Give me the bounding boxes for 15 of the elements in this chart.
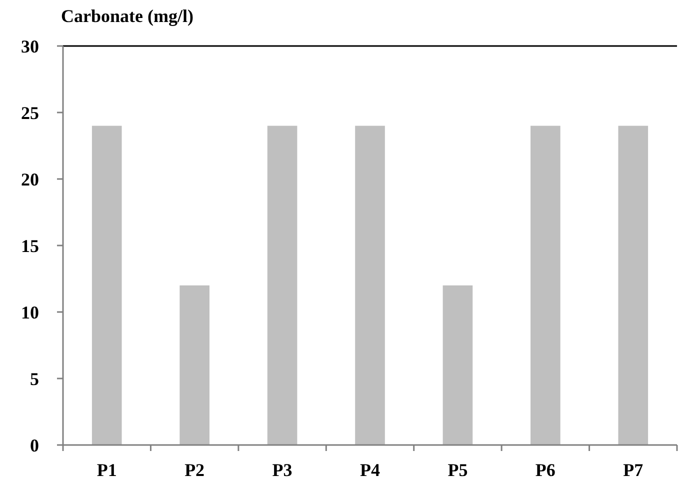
x-tick-label: P6 bbox=[535, 460, 556, 480]
y-tick-label: 15 bbox=[21, 236, 39, 256]
x-tick-label: P5 bbox=[448, 460, 468, 480]
y-tick-label: 10 bbox=[21, 302, 39, 322]
y-tick-label: 20 bbox=[21, 169, 39, 190]
x-tick-label: P1 bbox=[96, 460, 117, 480]
x-tick-label: P4 bbox=[360, 460, 380, 480]
x-tick-label: P2 bbox=[184, 460, 205, 480]
x-tick-label: P3 bbox=[272, 460, 292, 480]
y-tick-label: 25 bbox=[21, 102, 39, 123]
y-tick-label: 0 bbox=[30, 435, 39, 456]
chart-title: Carbonate (mg/l) bbox=[61, 6, 194, 26]
x-tick-label: P7 bbox=[623, 460, 644, 480]
y-tick-label: 30 bbox=[21, 36, 39, 56]
y-tick-label: 5 bbox=[30, 368, 39, 389]
